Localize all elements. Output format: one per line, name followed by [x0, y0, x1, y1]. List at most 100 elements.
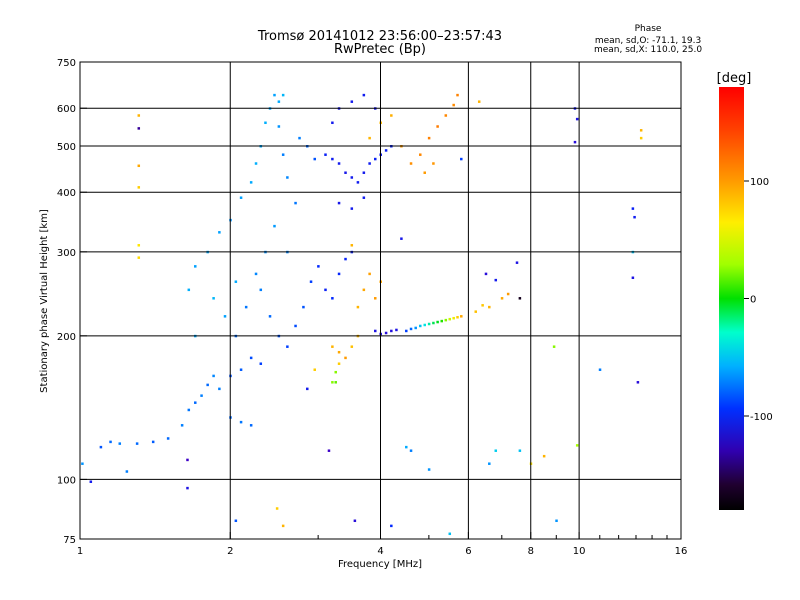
data-point	[135, 442, 139, 445]
data-point	[409, 449, 413, 452]
data-point	[324, 288, 327, 292]
data-point	[334, 370, 337, 374]
data-point	[344, 356, 347, 360]
data-point	[460, 157, 463, 161]
grid-lines	[80, 62, 681, 539]
y-tick-label: 600	[57, 104, 76, 115]
data-point	[362, 196, 366, 199]
data-point	[331, 297, 334, 300]
y-tick-label: 200	[57, 332, 76, 343]
chart-title: Tromsø 20141012 23:56:00–23:57:43	[257, 29, 502, 44]
data-point	[432, 162, 435, 165]
data-point	[239, 420, 243, 424]
data-point	[500, 297, 504, 300]
data-point	[302, 305, 305, 309]
y-tick-label: 400	[57, 188, 76, 199]
data-point	[239, 196, 243, 199]
data-point	[384, 149, 388, 152]
data-point	[234, 280, 238, 283]
data-point	[542, 454, 546, 458]
data-point	[350, 176, 354, 179]
data-point	[344, 257, 347, 261]
data-point	[259, 288, 263, 292]
data-point	[419, 153, 422, 156]
phase-info-o: mean, sd,O: -71.1, 19.3	[595, 36, 701, 46]
data-point	[187, 288, 191, 292]
data-point	[137, 114, 141, 117]
data-point	[488, 462, 491, 465]
data-point	[419, 324, 422, 328]
data-point	[249, 424, 253, 427]
data-point	[390, 114, 393, 117]
data-point	[306, 387, 309, 391]
data-point	[194, 265, 197, 268]
x-tick-label: 10	[573, 546, 586, 557]
y-tick-label: 75	[63, 535, 76, 546]
data-point	[244, 305, 248, 309]
data-point	[400, 237, 403, 240]
data-point	[344, 171, 347, 174]
data-point	[218, 387, 221, 391]
data-point	[432, 321, 435, 325]
data-point	[125, 470, 129, 473]
data-point	[337, 350, 341, 354]
data-point	[99, 445, 103, 449]
data-point	[313, 157, 316, 161]
data-point	[448, 532, 452, 536]
data-point	[518, 449, 522, 452]
data-point	[405, 329, 408, 333]
data-point	[350, 207, 354, 210]
data-point	[436, 125, 439, 128]
data-point	[423, 171, 426, 174]
data-point	[298, 136, 301, 140]
data-point	[631, 276, 635, 280]
data-point	[639, 136, 643, 140]
data-point	[337, 201, 341, 205]
data-point	[368, 272, 371, 276]
chart-subtitle: RwPretec (Bp)	[334, 42, 426, 57]
data-point	[249, 356, 253, 360]
phase-info-x: mean, sd,X: 110.0, 25.0	[594, 45, 702, 55]
data-point	[137, 127, 141, 130]
y-tick-label: 100	[57, 475, 76, 486]
data-point	[223, 315, 227, 318]
x-axis-label: Frequency [MHz]	[338, 559, 422, 570]
data-point	[374, 157, 377, 161]
colorbar-label: [deg]	[717, 71, 752, 86]
data-point	[206, 383, 209, 387]
data-point	[309, 280, 313, 283]
data-point	[374, 329, 377, 333]
data-point	[456, 316, 459, 319]
x-tick-label: 8	[528, 546, 534, 557]
y-tick-label: 500	[57, 142, 76, 153]
data-point	[368, 162, 371, 165]
data-point	[427, 322, 431, 326]
data-point	[481, 304, 484, 307]
data-point	[436, 320, 439, 324]
x-tick-label: 1	[77, 546, 83, 557]
data-point	[294, 201, 297, 205]
data-point	[573, 140, 577, 144]
data-point	[324, 153, 327, 156]
data-point	[518, 297, 522, 300]
data-point	[180, 424, 184, 427]
data-point	[448, 317, 452, 321]
data-point	[137, 186, 141, 189]
data-point	[477, 100, 481, 103]
data-point	[137, 244, 141, 247]
data-point	[327, 449, 331, 452]
data-point	[555, 519, 558, 523]
data-point	[362, 288, 366, 292]
data-point	[356, 305, 360, 309]
data-point	[350, 100, 354, 103]
data-point	[444, 114, 448, 117]
data-point	[268, 315, 272, 318]
data-point	[331, 121, 334, 125]
data-point	[337, 162, 341, 165]
data-point	[384, 331, 388, 335]
x-tick-label: 2	[227, 546, 233, 557]
axis-ticks: 1 2 4 6 8 10 16 75 100 200 300 400 500 600 750	[57, 58, 687, 557]
data-point	[474, 310, 477, 313]
data-point	[395, 328, 398, 332]
data-point	[281, 93, 285, 97]
